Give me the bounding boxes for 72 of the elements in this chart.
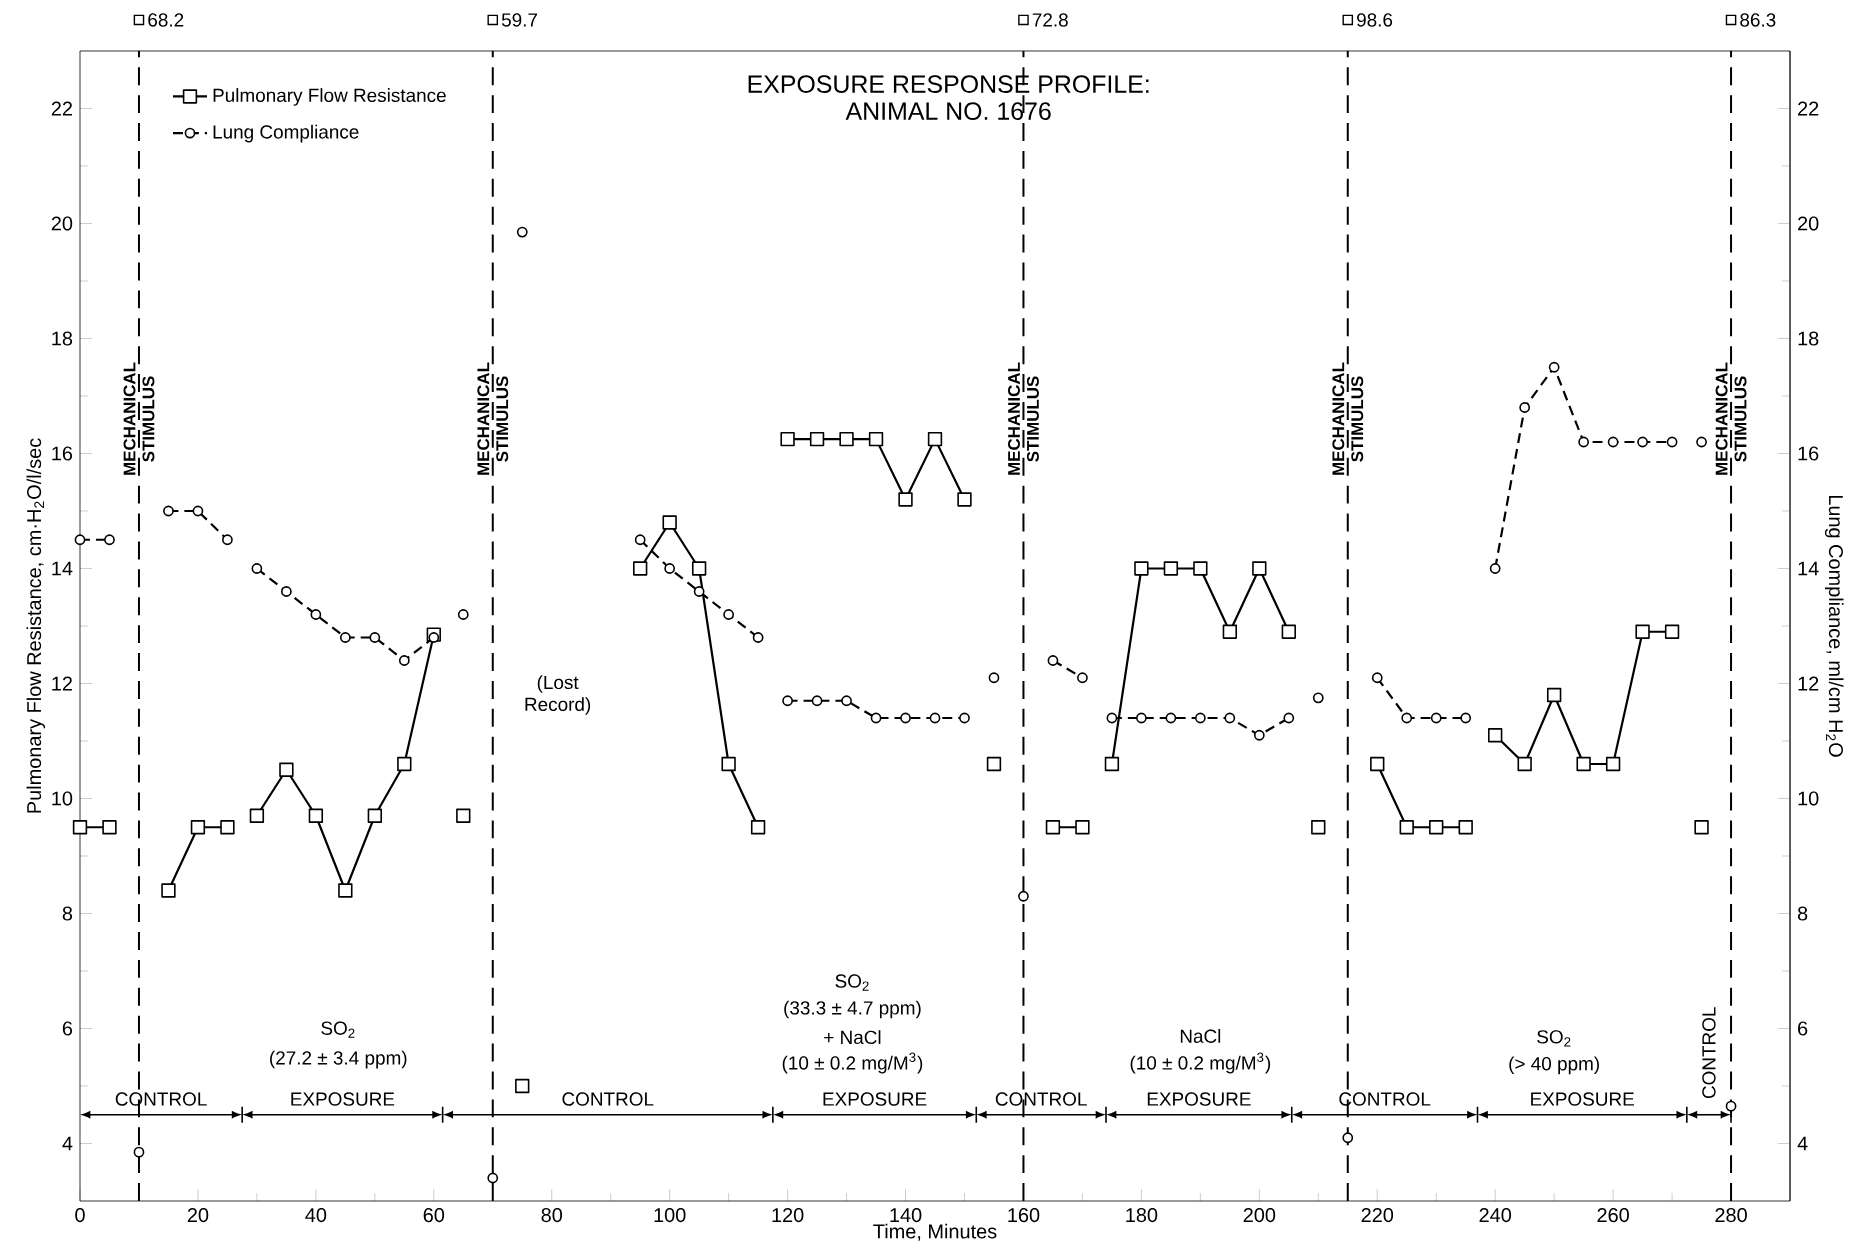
annotation: (> 40 ppm): [1509, 1056, 1599, 1075]
y-tick-label: 20: [51, 216, 73, 231]
annotation: (27.2 ± 3.4 ppm): [270, 1050, 407, 1069]
x-tick-label: 180: [1126, 1208, 1158, 1223]
annotation: CONTROL: [995, 1092, 1087, 1106]
y2-tick-label: 12: [1798, 676, 1819, 691]
x-tick-label: 220: [1361, 1208, 1394, 1223]
annotation: (10 ± 0.2 mg/M$^{3}$): [782, 1052, 923, 1074]
y2-tick-label: 22: [1798, 101, 1819, 116]
annotation: + NaCl: [824, 1030, 881, 1045]
y2-axis-title: Lung Compliance, ml/cm H$_{2}$O: [1824, 495, 1844, 757]
ref-line-label: MECHANICAL STIMULUS: [1715, 362, 1747, 475]
x-tick-label: 0: [75, 1208, 85, 1223]
annotation: CONTROL: [1339, 1092, 1431, 1106]
text: EXPOSURE RESPONSE PROFILE:: [748, 75, 1149, 93]
y2-tick-label: 20: [1798, 216, 1819, 231]
y-tick-label: 10: [52, 791, 73, 806]
annotation: CONTROL: [562, 1092, 654, 1106]
annotation: EXPOSURE: [1531, 1092, 1634, 1106]
x-tick-label: 140: [890, 1208, 922, 1223]
y-tick-label: 16: [52, 446, 73, 461]
legend-label: Lung Compliance: [213, 124, 359, 143]
annotation: EXPOSURE: [291, 1092, 395, 1106]
ref-line-label: MECHANICAL STIMULUS: [1008, 362, 1039, 475]
y2-tick-label: 6: [1798, 1021, 1808, 1036]
x-tick-label: 40: [305, 1208, 327, 1223]
x-tick-label: 200: [1243, 1208, 1276, 1223]
x-tick-label: 60: [423, 1208, 445, 1223]
ref-line-label: MECHANICAL STIMULUS: [1332, 362, 1364, 475]
annotation: CONTROL: [1702, 1007, 1716, 1099]
y2-tick-label: 4: [1797, 1136, 1808, 1151]
annotation: SO$_{2}$: [1537, 1030, 1571, 1047]
x-tick-label: 280: [1715, 1208, 1747, 1223]
text: ANIMAL NO. 1676: [845, 102, 1051, 120]
x-tick-label: 160: [1008, 1208, 1040, 1223]
text: 98.6: [1357, 13, 1393, 27]
x-tick-label: 120: [772, 1208, 804, 1223]
legend-label: Pulmonary Flow Resistance: [213, 88, 446, 106]
y2-tick-label: 14: [1798, 561, 1819, 576]
x-tick-label: 240: [1479, 1208, 1512, 1223]
y-tick-label: 22: [51, 101, 72, 116]
y2-tick-label: 10: [1798, 791, 1819, 806]
annotation: CONTROL: [115, 1092, 207, 1106]
y2-tick-label: 16: [1798, 446, 1819, 461]
annotation: (33.3 ± 4.7 ppm): [784, 1000, 921, 1019]
y2-tick-label: 8: [1797, 906, 1808, 921]
y-axis-title: Pulmonary Flow Resistance, cm·H$_{2}$O/l/sec: [26, 438, 46, 813]
annotation: NaCl: [1180, 1029, 1221, 1043]
y-tick-label: 18: [52, 331, 73, 346]
annotation: SO$_{2}$: [321, 1021, 355, 1038]
y-tick-label: 6: [62, 1021, 73, 1036]
y-tick-label: 4: [62, 1136, 73, 1151]
text: 68.2: [148, 13, 184, 27]
x-tick-label: 260: [1597, 1208, 1629, 1223]
annotation: (Lost Record): [525, 675, 591, 715]
annotation: SO$_{2}$: [835, 974, 869, 991]
annotation: EXPOSURE: [823, 1092, 927, 1106]
text: 72.8: [1032, 13, 1068, 27]
x-axis-title: Time, Minutes: [873, 1223, 997, 1241]
annotation: EXPOSURE: [1147, 1092, 1251, 1106]
y-tick-label: 14: [52, 561, 73, 576]
text: 59.7: [501, 13, 538, 27]
x-tick-label: 80: [541, 1208, 563, 1223]
y2-tick-label: 18: [1798, 331, 1819, 346]
y-tick-label: 12: [52, 676, 72, 691]
ref-line-label: MECHANICAL STIMULUS: [477, 362, 509, 475]
x-tick-label: 100: [654, 1208, 686, 1223]
ref-line-label: MECHANICAL STIMULUS: [123, 362, 155, 475]
annotation: (10 ± 0.2 mg/M$^{3}$): [1130, 1052, 1271, 1074]
text: 86.3: [1740, 13, 1776, 27]
y-tick-label: 8: [62, 906, 73, 921]
x-tick-label: 20: [187, 1208, 209, 1223]
